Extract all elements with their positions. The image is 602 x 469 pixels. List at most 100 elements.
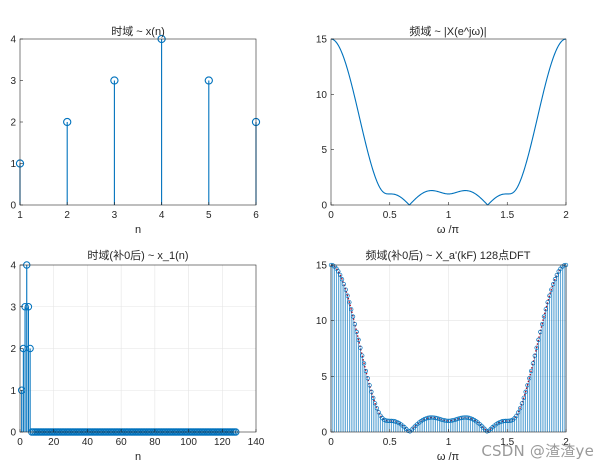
dft-marker <box>484 429 490 434</box>
x-tick-label: 1 <box>446 437 452 448</box>
dft-marker <box>437 416 442 422</box>
y-tick-label: 15 <box>316 261 328 272</box>
dft-marker <box>532 353 537 358</box>
dft-marker <box>349 307 354 312</box>
dft-marker <box>516 410 521 415</box>
dft-marker <box>365 376 370 381</box>
plot-title: 时域 ~ x(n) <box>111 25 164 38</box>
x-tick-label: 1.5 <box>500 210 514 221</box>
dft-marker <box>536 337 541 342</box>
x-tick-label: 60 <box>116 437 128 448</box>
stem-marker <box>63 117 72 127</box>
x-axis-label: n <box>135 451 141 463</box>
y-tick-label: 15 <box>316 35 328 46</box>
dft-marker <box>374 406 380 411</box>
x-tick-label: 80 <box>149 437 161 448</box>
dft-marker <box>372 401 378 406</box>
y-ticks: 0 1 2 3 4 <box>10 261 23 439</box>
y-tick-label: 1 <box>10 159 16 170</box>
y-tick-label: 0 <box>321 428 327 439</box>
x-tick-label: 6 <box>253 210 259 221</box>
dft-marker <box>527 376 532 381</box>
dft-marker <box>519 401 525 406</box>
y-tick-label: 5 <box>321 145 327 156</box>
dft-marker <box>554 272 559 278</box>
dft-marker <box>361 361 367 366</box>
y-tick-label: 10 <box>316 316 328 327</box>
x-tick-label: 3 <box>112 210 118 221</box>
dft-marker <box>435 416 440 421</box>
dft-marker <box>345 293 350 298</box>
dft-marker <box>545 300 550 305</box>
dft-marker <box>371 395 376 401</box>
stem-marker <box>26 344 34 353</box>
dft-marker <box>336 269 341 274</box>
y-ticks: 0 1 2 3 4 <box>10 35 23 212</box>
y-tick-label: 5 <box>321 372 327 383</box>
dft-marker <box>343 287 348 292</box>
x-tick-label: 5 <box>206 210 212 221</box>
plot-title: 时域(补0后) ~ x_1(n) <box>87 249 188 262</box>
x-ticks: 0 0.5 1 1.5 2 <box>328 202 569 221</box>
x-tick-label: 2 <box>563 210 569 221</box>
dft-marker <box>539 321 545 327</box>
x-axis-label: ω /π <box>437 224 460 236</box>
dft-marker <box>543 307 548 312</box>
y-ticks: 0 5 10 15 <box>316 261 334 439</box>
dft-marker <box>514 413 519 418</box>
x-tick-label: 120 <box>214 437 231 448</box>
dft-marker <box>339 277 345 282</box>
y-tick-label: 4 <box>10 261 16 272</box>
stem-marker <box>24 303 33 311</box>
dft-marker <box>393 419 398 424</box>
x-ticks: 0 0.5 1 1.5 2 <box>328 429 569 448</box>
grid <box>331 265 566 432</box>
dft-marker <box>517 406 523 411</box>
dft-marker <box>547 293 552 298</box>
dft-marker <box>369 389 374 394</box>
dft-marker <box>528 368 534 374</box>
subplot-dft-128: 0 0.5 1 1.5 2 0 5 10 15 频域(补0后) ~ X_a'(kF) 128点… <box>316 248 569 463</box>
plot-title: 频域(补0后) ~ X_a'(kF) 128点DFT <box>366 248 531 262</box>
y-tick-label: 0 <box>321 201 327 212</box>
dft-marker <box>523 389 528 394</box>
x-tick-label: 1.5 <box>500 437 514 448</box>
y-tick-label: 0 <box>10 428 16 439</box>
x-tick-label: 100 <box>180 437 197 448</box>
y-tick-label: 10 <box>316 90 328 101</box>
dft-marker <box>352 321 358 327</box>
plot-area <box>331 39 566 205</box>
stem-marker <box>110 76 119 85</box>
dft-marker <box>360 353 365 358</box>
dft-marker <box>552 277 558 282</box>
x-tick-label: 0.5 <box>383 210 397 221</box>
dft-marker <box>350 314 356 319</box>
dft-marker <box>376 410 381 415</box>
y-tick-label: 2 <box>10 344 16 355</box>
x-axis-label: n <box>135 224 141 236</box>
x-tick-label: 2 <box>64 210 70 221</box>
dft-marker <box>341 281 347 287</box>
magnitude-series <box>330 38 567 206</box>
x-tick-label: 140 <box>248 437 265 448</box>
watermark: CSDN @渣渣ye <box>481 442 594 460</box>
y-tick-label: 3 <box>10 302 16 313</box>
x-tick-label: 0.5 <box>383 437 397 448</box>
dft-marker <box>549 287 554 292</box>
dft-marker <box>453 417 458 422</box>
dft-marker <box>530 361 536 366</box>
dft-marker <box>506 418 512 423</box>
plot-area <box>20 39 256 205</box>
dft-marker <box>541 314 547 319</box>
x-tick-label: 2 <box>563 437 569 448</box>
plot-title: 频域 ~ |X(e^jω)| <box>409 24 486 38</box>
dft-marker <box>367 383 372 388</box>
x-ticks: 1 2 3 4 5 6 <box>17 202 259 221</box>
dft-marker <box>525 383 530 388</box>
y-tick-label: 1 <box>10 386 16 397</box>
stem-marker <box>204 76 213 85</box>
dft-marker <box>405 428 411 433</box>
x-tick-label: 1 <box>446 210 452 221</box>
